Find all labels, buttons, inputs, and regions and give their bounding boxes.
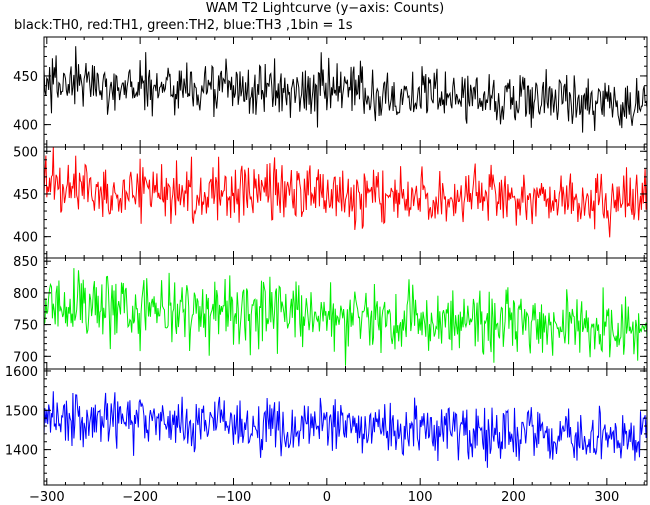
series-line-th0: [43, 46, 648, 133]
y-tick-label: 700: [13, 350, 38, 365]
x-tick-label: 0: [323, 490, 331, 505]
chart-title: WAM T2 Lightcurve (y−axis: Counts): [205, 1, 445, 16]
x-tick-label: −300: [29, 490, 65, 505]
y-tick-label: 500: [13, 145, 38, 160]
x-tick-label: −200: [122, 490, 158, 505]
y-tick-label: 800: [13, 287, 38, 302]
y-tick-label: 400: [13, 231, 38, 246]
y-tick-label: 1600: [5, 365, 38, 380]
y-tick-label: 750: [13, 319, 38, 334]
y-tick-label: 1500: [5, 404, 38, 419]
series-line-th1: [43, 146, 648, 238]
y-tick-label: 400: [13, 119, 38, 134]
x-tick-label: 200: [501, 490, 526, 505]
x-tick-label: 100: [408, 490, 433, 505]
x-tick-label: 300: [594, 490, 619, 505]
series-line-th3: [43, 391, 648, 468]
y-tick-label: 450: [13, 70, 38, 85]
chart-subtitle: black:TH0, red:TH1, green:TH2, blue:TH3 …: [14, 18, 353, 33]
y-tick-label: 1400: [5, 444, 38, 459]
x-tick-label: −100: [216, 490, 252, 505]
series-line-th2: [43, 268, 648, 366]
y-tick-label: 450: [13, 188, 38, 203]
y-tick-label: 850: [13, 255, 38, 270]
